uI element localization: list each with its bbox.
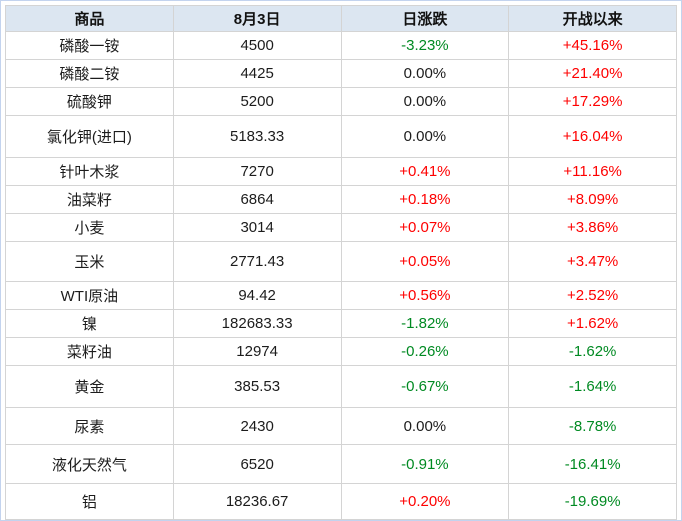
commodity-name: 镍 [5, 309, 174, 338]
table-row: 磷酸一铵 4500 -3.23% +45.16% [5, 31, 677, 60]
since-war-change: -1.64% [508, 365, 677, 408]
daily-change: -0.91% [340, 444, 510, 484]
col-header-daily-change: 日涨跌 [340, 5, 510, 32]
daily-change: +0.56% [340, 281, 510, 310]
table-row: 尿素 2430 0.00% -8.78% [5, 407, 677, 445]
price-value: 12974 [172, 337, 342, 366]
since-war-change: +17.29% [508, 87, 677, 116]
table-row: 黄金 385.53 -0.67% -1.64% [5, 365, 677, 408]
table-row: 磷酸二铵 4425 0.00% +21.40% [5, 59, 677, 88]
daily-change: -1.82% [340, 309, 510, 338]
commodity-price-table: 商品 8月3日 日涨跌 开战以来 磷酸一铵 4500 -3.23% +45.16% 磷酸… [5, 5, 677, 520]
col-header-since-war: 开战以来 [508, 5, 677, 32]
price-value: 5183.33 [172, 115, 342, 158]
daily-change: -0.26% [340, 337, 510, 366]
table-row: 硫酸钾 5200 0.00% +17.29% [5, 87, 677, 116]
daily-change: +0.07% [340, 213, 510, 242]
table-body: 磷酸一铵 4500 -3.23% +45.16% 磷酸二铵 4425 0.00% +21.40… [5, 31, 677, 520]
commodity-name: 油菜籽 [5, 185, 174, 214]
price-value: 4500 [172, 31, 342, 60]
table-row: 菜籽油 12974 -0.26% -1.62% [5, 337, 677, 366]
price-value: 4425 [172, 59, 342, 88]
since-war-change: +2.52% [508, 281, 677, 310]
since-war-change: -19.69% [508, 483, 677, 520]
since-war-change: +3.86% [508, 213, 677, 242]
price-value: 94.42 [172, 281, 342, 310]
daily-change: +0.20% [340, 483, 510, 520]
table-row: 镍 182683.33 -1.82% +1.62% [5, 309, 677, 338]
commodity-name: 硫酸钾 [5, 87, 174, 116]
commodity-name: 液化天然气 [5, 444, 174, 484]
since-war-change: -1.62% [508, 337, 677, 366]
daily-change: 0.00% [340, 59, 510, 88]
price-value: 5200 [172, 87, 342, 116]
commodity-name: 小麦 [5, 213, 174, 242]
price-value: 3014 [172, 213, 342, 242]
table-row: 小麦 3014 +0.07% +3.86% [5, 213, 677, 242]
daily-change: -3.23% [340, 31, 510, 60]
daily-change: 0.00% [340, 115, 510, 158]
price-value: 182683.33 [172, 309, 342, 338]
commodity-name: 磷酸一铵 [5, 31, 174, 60]
since-war-change: +3.47% [508, 241, 677, 282]
table-row: 液化天然气 6520 -0.91% -16.41% [5, 444, 677, 484]
commodity-name: 尿素 [5, 407, 174, 445]
table-row: 油菜籽 6864 +0.18% +8.09% [5, 185, 677, 214]
since-war-change: -16.41% [508, 444, 677, 484]
table-row: 氯化钾(进口) 5183.33 0.00% +16.04% [5, 115, 677, 158]
commodity-name: 针叶木浆 [5, 157, 174, 186]
commodity-name: 玉米 [5, 241, 174, 282]
price-value: 2771.43 [172, 241, 342, 282]
daily-change: 0.00% [340, 87, 510, 116]
commodity-name: 铝 [5, 483, 174, 520]
since-war-change: +21.40% [508, 59, 677, 88]
commodity-name: 黄金 [5, 365, 174, 408]
price-value: 385.53 [172, 365, 342, 408]
commodity-name: WTI原油 [5, 281, 174, 310]
table-header-row: 商品 8月3日 日涨跌 开战以来 [5, 5, 677, 32]
price-value: 7270 [172, 157, 342, 186]
price-value: 6864 [172, 185, 342, 214]
daily-change: +0.05% [340, 241, 510, 282]
daily-change: +0.18% [340, 185, 510, 214]
table-row: 玉米 2771.43 +0.05% +3.47% [5, 241, 677, 282]
since-war-change: +45.16% [508, 31, 677, 60]
commodity-name: 氯化钾(进口) [5, 115, 174, 158]
commodity-name: 菜籽油 [5, 337, 174, 366]
since-war-change: +11.16% [508, 157, 677, 186]
col-header-commodity: 商品 [5, 5, 174, 32]
since-war-change: -8.78% [508, 407, 677, 445]
col-header-date: 8月3日 [172, 5, 342, 32]
commodity-name: 磷酸二铵 [5, 59, 174, 88]
table-row: 针叶木浆 7270 +0.41% +11.16% [5, 157, 677, 186]
price-value: 18236.67 [172, 483, 342, 520]
daily-change: +0.41% [340, 157, 510, 186]
table-row: 铝 18236.67 +0.20% -19.69% [5, 483, 677, 520]
since-war-change: +16.04% [508, 115, 677, 158]
daily-change: 0.00% [340, 407, 510, 445]
price-value: 6520 [172, 444, 342, 484]
since-war-change: +8.09% [508, 185, 677, 214]
daily-change: -0.67% [340, 365, 510, 408]
price-value: 2430 [172, 407, 342, 445]
table-row: WTI原油 94.42 +0.56% +2.52% [5, 281, 677, 310]
since-war-change: +1.62% [508, 309, 677, 338]
